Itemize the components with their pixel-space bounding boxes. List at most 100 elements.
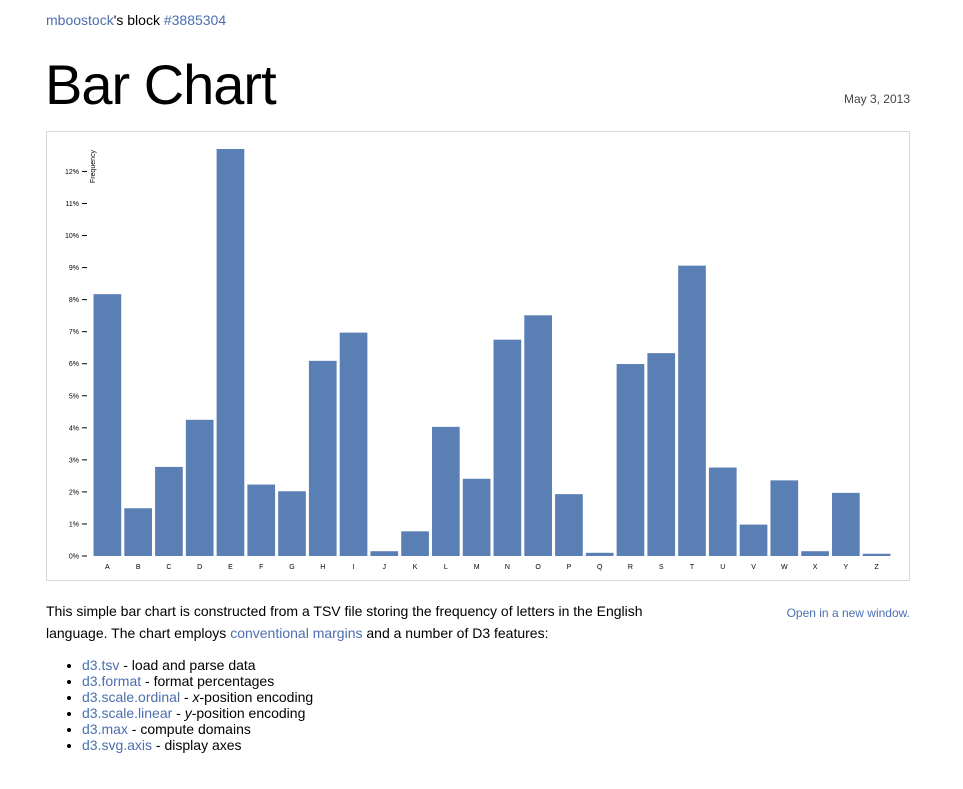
y-tick-label: 8% [69, 297, 79, 304]
bar-k [401, 531, 429, 556]
x-tick-label: P [567, 564, 572, 571]
feature-desc: - load and parse data [119, 657, 256, 673]
bar-chart: 0% 1% 2% 3% 4% 5% 6% 7% 8% 9% 10% 11% 12% Frequency A B… [65, 149, 891, 571]
list-item: d3.tsv - load and parse data [82, 657, 313, 673]
x-tick-label: K [413, 564, 418, 571]
x-tick-label: J [383, 564, 387, 571]
bar-q [585, 552, 614, 556]
bar-p [555, 494, 583, 556]
feature-link[interactable]: d3.scale.ordinal [82, 689, 181, 705]
x-tick-label: I [353, 564, 355, 571]
bar-g [278, 491, 306, 556]
x-tick-label: A [105, 564, 110, 571]
y-tick-label: 12% [65, 169, 79, 176]
bar-u [708, 467, 737, 556]
x-tick-label: S [659, 564, 664, 571]
x-tick-label: Y [844, 564, 849, 571]
bar-a [93, 294, 122, 556]
list-item: d3.svg.axis - display axes [82, 737, 313, 753]
intro-text-2: and a number of D3 features: [362, 625, 549, 641]
bar-n [493, 339, 522, 556]
breadcrumb: mboostock's block #3885304 [46, 12, 226, 28]
y-tick-label: 6% [69, 361, 79, 368]
x-tick-label: G [289, 564, 294, 571]
x-tick-label: V [751, 564, 756, 571]
bar-l [432, 426, 460, 556]
feature-link[interactable]: d3.svg.axis [82, 737, 153, 753]
x-tick-label: W [781, 564, 788, 571]
feature-desc: - compute domains [127, 721, 251, 737]
bar-y [832, 492, 860, 556]
x-tick-label: F [259, 564, 263, 571]
y-tick-label: 7% [69, 329, 79, 336]
y-tick-label: 1% [69, 521, 79, 528]
y-axis-label: Frequency [90, 150, 97, 184]
feature-pre: - [172, 705, 185, 721]
x-tick-label: Z [874, 564, 879, 571]
chart-frame: 0% 1% 2% 3% 4% 5% 6% 7% 8% 9% 10% 11% 12% Frequency A B… [46, 131, 910, 581]
feature-em: y [184, 705, 192, 721]
x-tick-label: C [166, 564, 171, 571]
bar-h [308, 360, 337, 556]
feature-link[interactable]: d3.scale.linear [82, 705, 173, 721]
page-title: Bar Chart [45, 53, 277, 116]
bar-t [678, 265, 706, 556]
y-tick-label: 11% [66, 201, 80, 208]
bar-s [647, 353, 676, 556]
feature-desc: -position encoding [199, 689, 314, 705]
x-tick-label: E [228, 564, 233, 571]
feature-desc: -position encoding [191, 705, 306, 721]
feature-list: d3.tsv - load and parse data d3.format -… [64, 657, 313, 753]
x-tick-label: N [505, 564, 510, 571]
list-item: d3.format - format percentages [82, 673, 313, 689]
y-tick-label: 0% [69, 554, 79, 561]
bar-c [155, 466, 183, 556]
y-tick-label: 4% [69, 425, 79, 432]
bar-x [801, 551, 829, 556]
x-tick-label: L [444, 564, 448, 571]
x-tick-label: T [690, 564, 695, 571]
bar-i [339, 332, 368, 556]
bar-j [370, 551, 399, 556]
x-tick-label: U [720, 564, 725, 571]
bar-d [185, 419, 214, 556]
intro-text-1: This simple bar chart is constructed fro… [46, 603, 643, 641]
intro-paragraph: This simple bar chart is constructed fro… [46, 600, 686, 644]
bar-e [216, 149, 245, 556]
x-tick-label: H [320, 564, 325, 571]
feature-link[interactable]: d3.tsv [82, 657, 120, 673]
open-new-window-link[interactable]: Open in a new window. [786, 606, 910, 620]
list-item: d3.max - compute domains [82, 721, 313, 737]
conventional-margins-link[interactable]: conventional margins [230, 625, 363, 641]
bar-m [462, 478, 491, 556]
y-tick-label: 5% [69, 393, 79, 400]
x-tick-label: O [535, 564, 541, 571]
feature-link[interactable]: d3.max [82, 721, 128, 737]
user-link[interactable]: mboostock [46, 12, 114, 28]
list-item: d3.scale.linear - y-position encoding [82, 705, 313, 721]
breadcrumb-text: 's block [113, 12, 164, 28]
x-tick-label: B [136, 564, 141, 571]
y-tick-label: 9% [69, 265, 79, 272]
block-id-link[interactable]: #3885304 [163, 12, 227, 28]
y-tick-label: 3% [69, 457, 79, 464]
bar-b [124, 508, 152, 556]
x-tick-label: D [197, 564, 202, 571]
x-tick-label: X [813, 564, 818, 571]
feature-em: x [192, 689, 200, 705]
y-tick-label: 10% [65, 233, 79, 240]
x-tick-label: M [474, 564, 480, 571]
bar-w [770, 480, 799, 556]
bar-f [247, 484, 276, 556]
page-date: May 3, 2013 [843, 92, 910, 106]
feature-link[interactable]: d3.format [82, 673, 142, 689]
x-tick-label: Q [597, 564, 603, 571]
feature-pre: - [180, 689, 193, 705]
bar-v [739, 524, 768, 556]
y-tick-label: 2% [69, 489, 79, 496]
feature-desc: - format percentages [141, 673, 275, 689]
x-tick-label: R [628, 564, 633, 571]
list-item: d3.scale.ordinal - x-position encoding [82, 689, 313, 705]
feature-desc: - display axes [152, 737, 242, 753]
bar-r [616, 364, 645, 556]
